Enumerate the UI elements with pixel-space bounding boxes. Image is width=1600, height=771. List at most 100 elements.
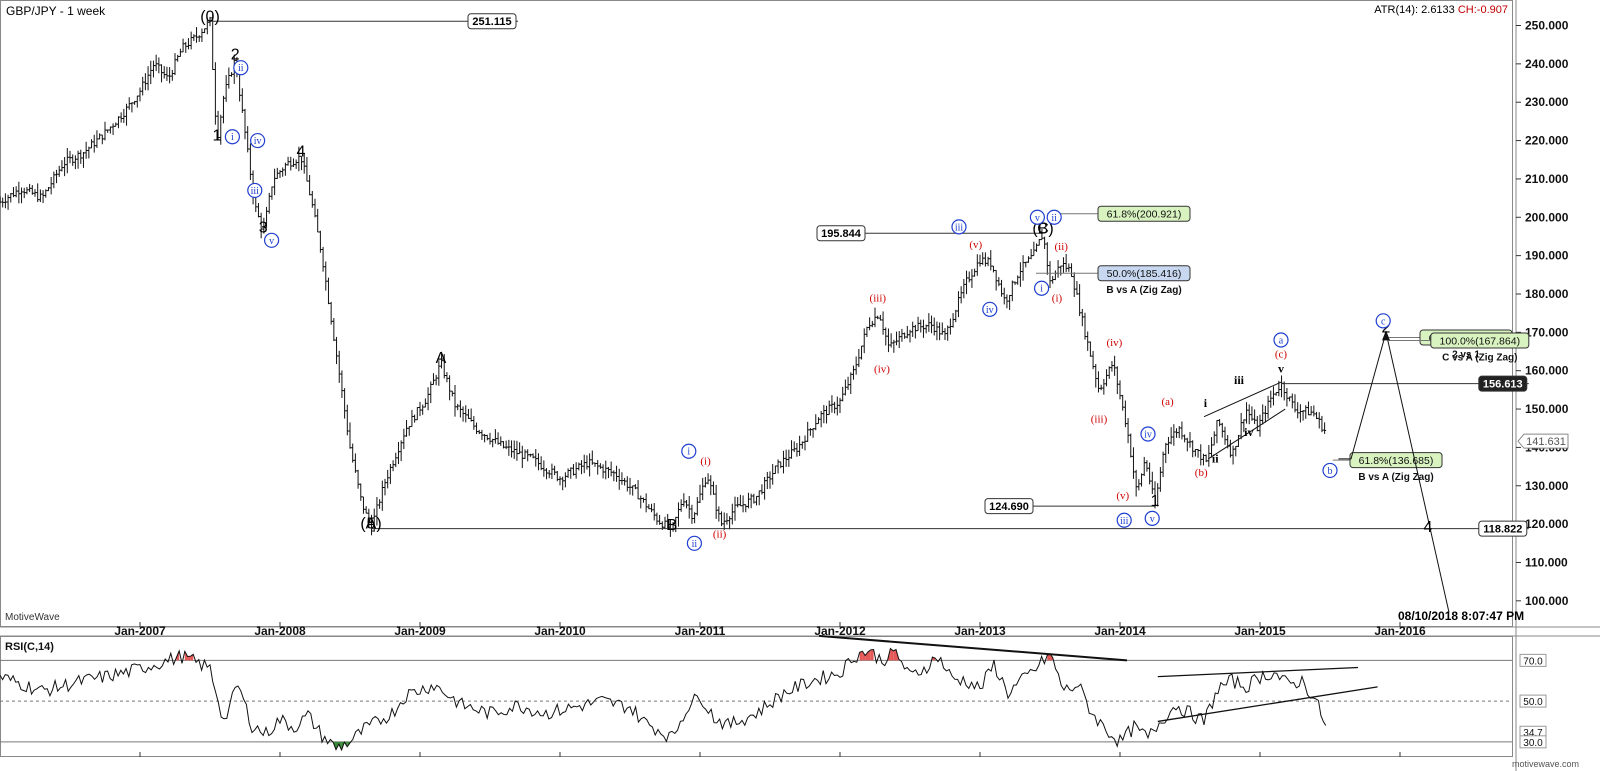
wave-label: c (1381, 316, 1386, 327)
fib-label: 100.0%(167.864) (1440, 336, 1521, 348)
wave-label: ii (1212, 452, 1219, 466)
wave-label: i (1204, 396, 1208, 410)
projection-path (1338, 332, 1450, 613)
chart-title: GBP/JPY - 1 week (6, 4, 106, 18)
rsi-tick-box (1519, 735, 1547, 749)
wave-label: iv (254, 136, 262, 147)
fib-sublabel: B vs A (Zig Zag) (1358, 472, 1433, 483)
wave-label-circle (1375, 313, 1391, 329)
wave-label: ii (238, 63, 244, 74)
rsi-overbought-fill (865, 651, 868, 661)
wave-label: iv (986, 305, 994, 316)
last-price-tag (1517, 433, 1569, 449)
rsi-tick-box (1519, 653, 1547, 667)
fib-box (1097, 205, 1191, 222)
wave-label-circle (264, 232, 280, 248)
wave-label: i (231, 132, 234, 143)
wave-label: iv (1144, 429, 1152, 440)
rsi-overbought-fill (862, 651, 866, 661)
price-level-label: 156.613 (1483, 379, 1523, 391)
fib-label: 61.8%(136.685) (1359, 455, 1434, 467)
price-level-box (1478, 375, 1528, 392)
wave-label-circle (1033, 280, 1050, 296)
time-tick-label: Jan-2008 (254, 624, 306, 638)
price-tick-label: 110.000 (1525, 555, 1568, 569)
wave-label: (iii) (870, 293, 887, 305)
wave-label: v (269, 236, 274, 247)
wave-label: a (1279, 336, 1284, 347)
wave-label: 4 (1424, 519, 1433, 536)
wave-label-circle (951, 219, 967, 235)
wave-label: (c) (1275, 348, 1288, 360)
time-tick-label: Jan-2015 (1234, 624, 1286, 638)
rsi-tick-label: 34.7 (1523, 728, 1543, 739)
wave-label: (b) (1195, 467, 1208, 479)
wave-label: C (1037, 220, 1049, 237)
wave-label: 1 (1151, 493, 1160, 510)
time-tick-label: Jan-2010 (534, 624, 586, 638)
wave-label: (v) (1116, 490, 1129, 502)
price-tick-label: 170.000 (1525, 325, 1569, 339)
fib-sublabel: C vs A (Zig Zag) (1442, 353, 1517, 364)
time-tick-label: Jan-2011 (675, 624, 726, 638)
wave-label-circle (1140, 426, 1156, 442)
rsi-overbought-fill (190, 654, 194, 661)
rsi-trendline (1157, 666, 1359, 678)
wave-label-circle (686, 535, 703, 551)
rsi-overbought-fill (870, 649, 874, 661)
rsi-overbought-fill (868, 649, 871, 661)
wave-channel-upper (1203, 381, 1282, 418)
wave-label-circle (1144, 510, 1160, 526)
time-tick-label: Jan-2013 (954, 624, 1006, 638)
wave-label: iii (1234, 373, 1245, 387)
fib-box (1430, 332, 1530, 349)
wave-label: (ii) (713, 529, 727, 541)
rsi-tick-label: 30.0 (1523, 738, 1543, 749)
rsi-overbought-fill (890, 648, 894, 661)
time-tick-label: Jan-2012 (814, 624, 866, 638)
rsi-overbought-fill (859, 651, 863, 661)
wave-label-circle (1046, 209, 1062, 225)
wave-label: ii (692, 539, 698, 550)
price-level-label: 195.844 (821, 228, 862, 240)
price-tick-label: 120.000 (1525, 517, 1569, 531)
wave-label-circle (982, 301, 998, 317)
time-tick-label: Jan-2016 (1374, 624, 1426, 638)
wave-label: (a) (1161, 396, 1174, 408)
wave-label: v (1278, 362, 1284, 376)
wave-label: 3 (259, 220, 268, 237)
price-level-box (1478, 520, 1528, 537)
price-tick-label: 240.000 (1525, 57, 1569, 71)
price-tick-label: 250.000 (1525, 19, 1569, 33)
wave-label: iii (251, 186, 260, 197)
brand-watermark: MotiveWave (5, 612, 60, 623)
projection-arrow (1382, 330, 1390, 341)
price-level-box (984, 498, 1034, 515)
wave-label: iii (955, 222, 964, 233)
wave-label: 5 (367, 516, 376, 533)
wave-label: (i) (1052, 293, 1063, 305)
atr-readout: ATR(14): 2.6133 CH:-0.907 (1374, 4, 1508, 16)
rsi-title: RSI(C,14) (5, 641, 54, 653)
atr-label: ATR(14): 2.6133 (1374, 4, 1455, 16)
fib-box (1349, 452, 1443, 469)
fib-sublabel: 2 vs 1 (1452, 349, 1480, 360)
wave-label: 2 (231, 46, 240, 63)
price-level-label: 124.690 (989, 501, 1029, 513)
wave-label-circle (681, 443, 697, 459)
price-level-label: 251.115 (472, 16, 511, 28)
price-tick-label: 220.000 (1525, 134, 1569, 148)
rsi-line (0, 647, 1327, 752)
wave-label: (v) (969, 239, 982, 251)
wave-label: 1 (213, 128, 222, 145)
price-tick-label: 100.000 (1525, 594, 1569, 608)
wave-label-circle (1116, 512, 1132, 528)
rsi-pane-frame (0, 636, 1513, 757)
wave-label: (iv) (1106, 337, 1122, 349)
rsi-trendline (1157, 686, 1378, 723)
price-bars (0, 14, 1327, 537)
wave-label: (A) (360, 516, 381, 533)
wave-label: v (1150, 514, 1155, 525)
